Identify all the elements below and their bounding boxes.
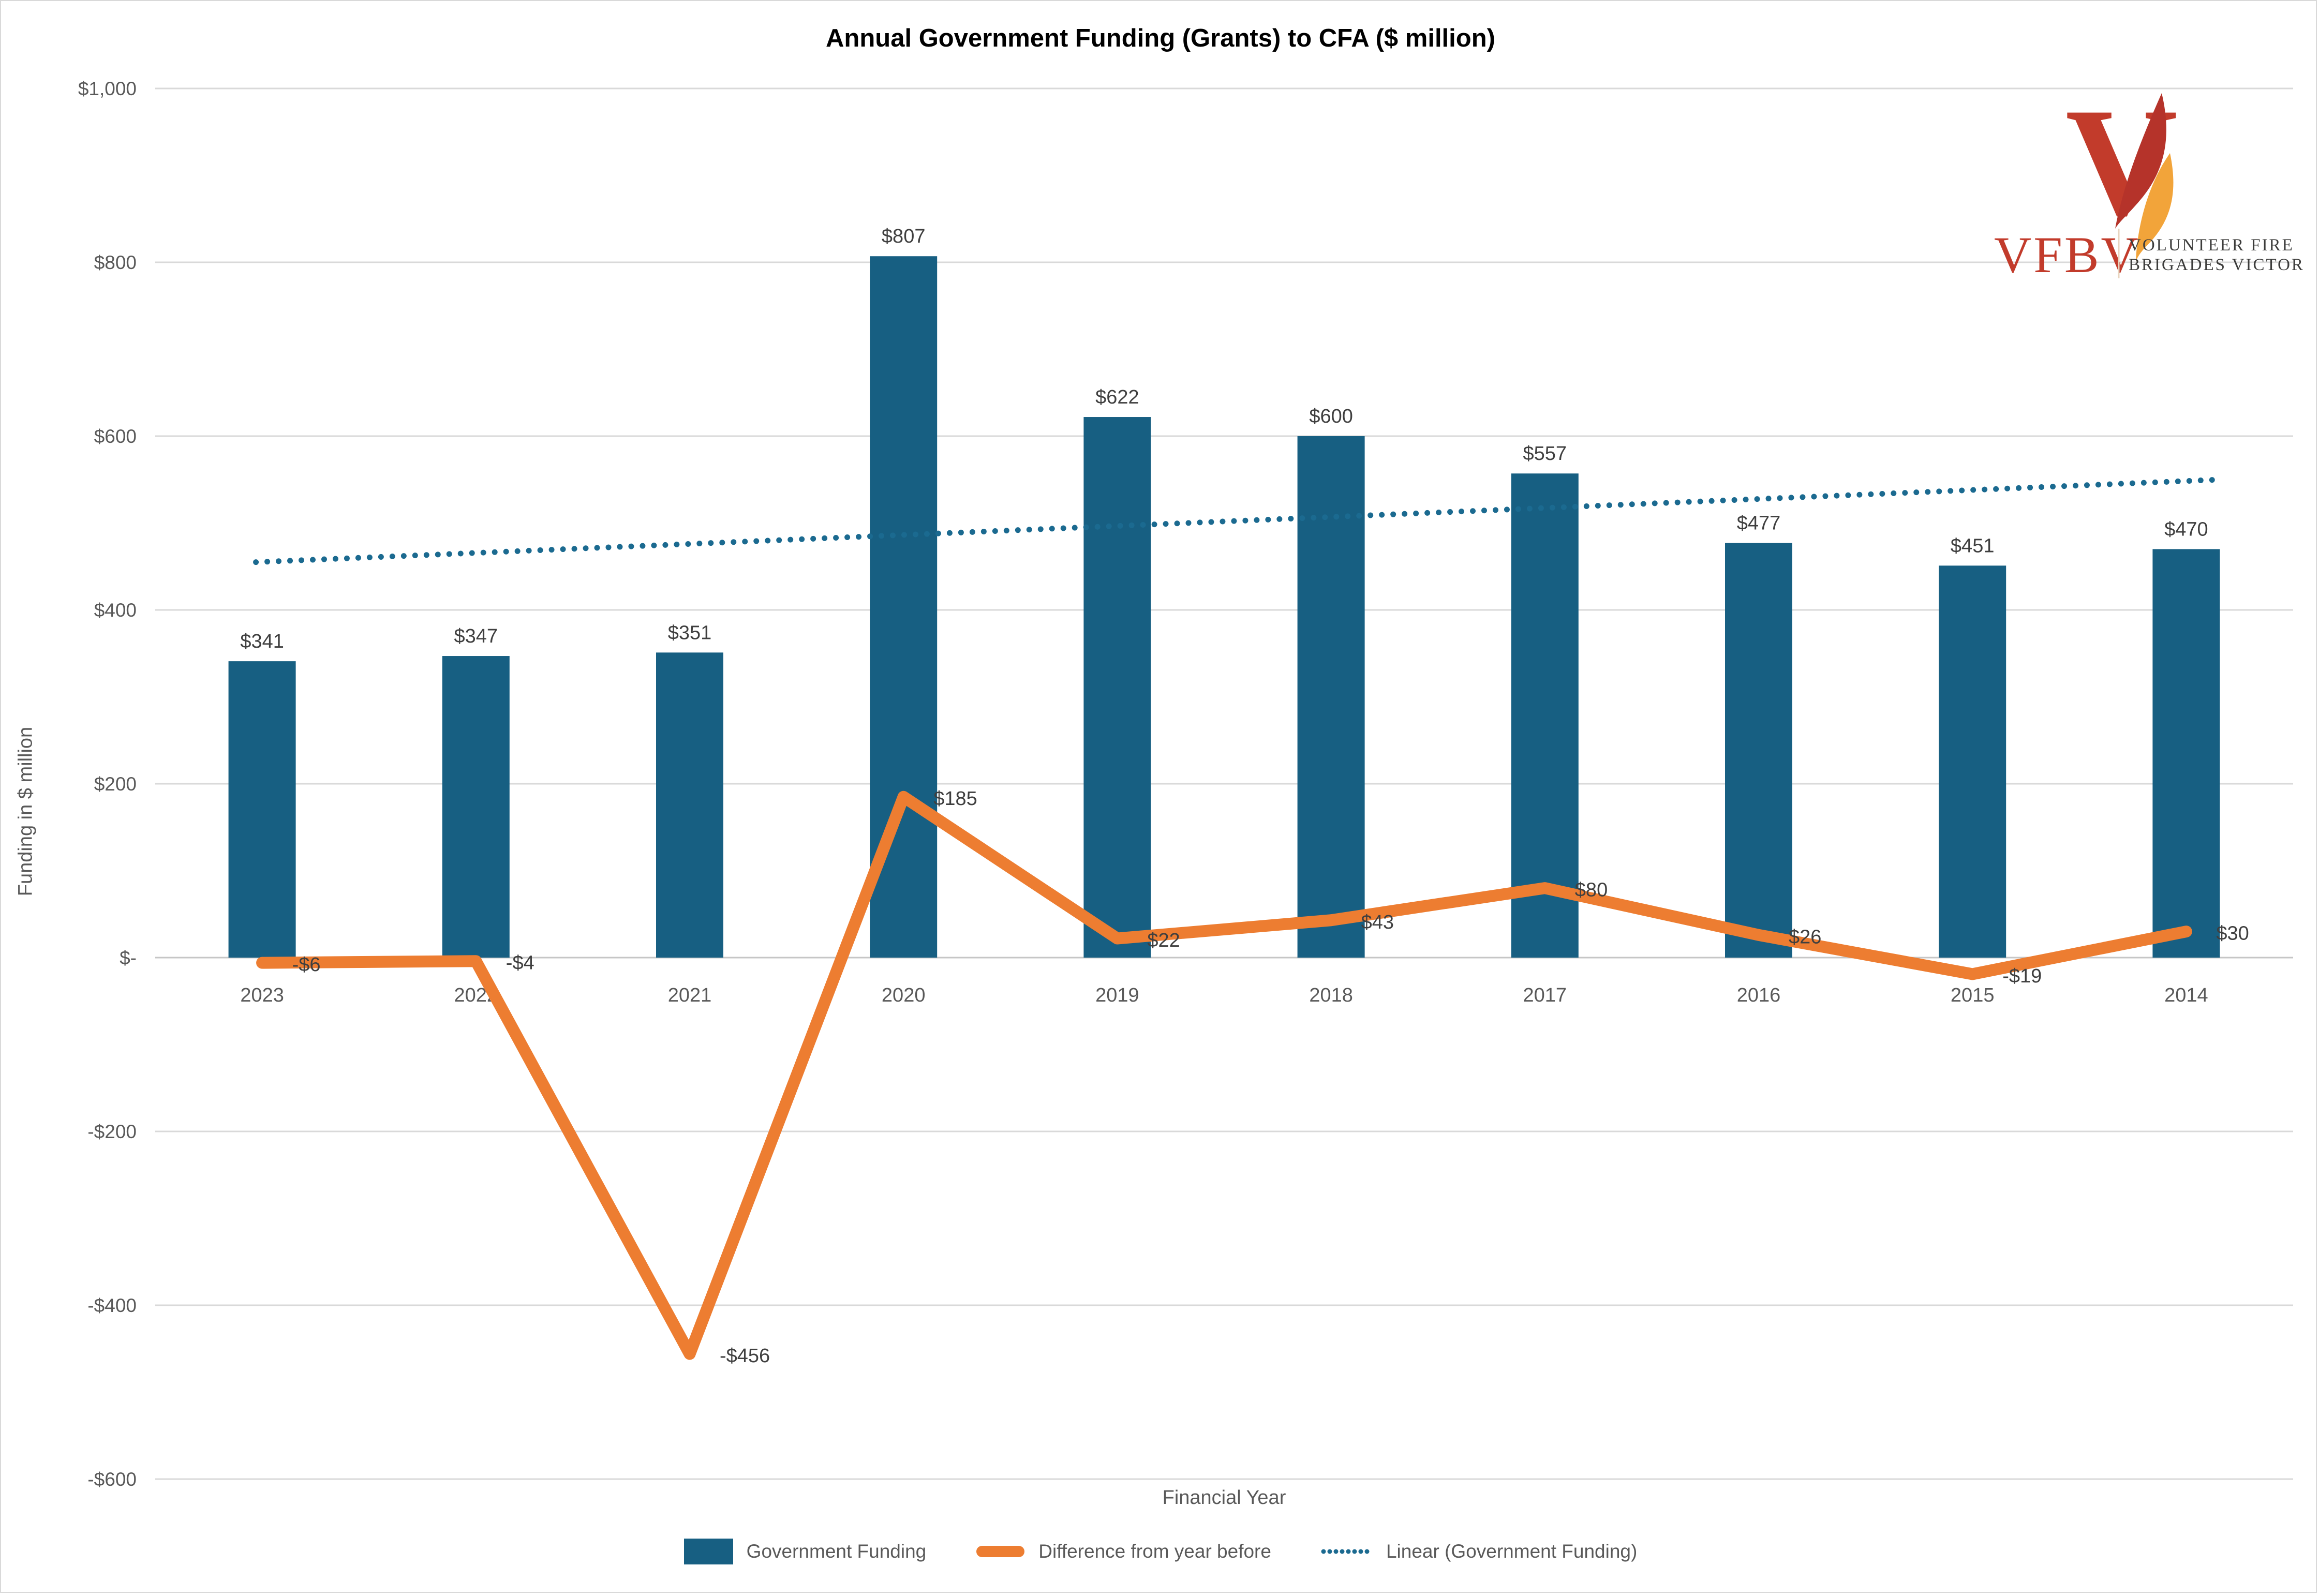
bar-data-label: $451 — [1951, 535, 1995, 557]
bar-data-label: $351 — [668, 622, 712, 644]
bar-data-label: $807 — [882, 226, 926, 247]
legend-label: Linear (Government Funding) — [1386, 1541, 1638, 1562]
difference-line[interactable] — [256, 790, 2192, 1360]
line-data-label: -$4 — [506, 952, 534, 974]
line-data-label: -$19 — [2002, 965, 2042, 987]
bar-data-label: $557 — [1523, 443, 1567, 465]
y-tick-label: -$400 — [87, 1295, 137, 1316]
line-data-label: -$456 — [720, 1345, 770, 1367]
bar-data-label: $341 — [240, 631, 284, 652]
line-data-label: -$6 — [292, 954, 321, 976]
line-data-label: $185 — [933, 788, 977, 810]
bar-2021[interactable] — [656, 652, 723, 958]
line-data-label: $22 — [1147, 930, 1180, 951]
line-swatch-icon — [976, 1546, 1025, 1557]
line-data-label: $80 — [1575, 879, 1608, 901]
dotted-swatch-icon — [1321, 1549, 1373, 1554]
bar-data-label: $477 — [1737, 513, 1781, 534]
x-tick-label: 2021 — [668, 985, 712, 1006]
y-tick-label: $200 — [94, 773, 137, 795]
legend-label: Difference from year before — [1038, 1541, 1271, 1562]
y-tick-label: $800 — [94, 252, 137, 273]
logo-flame-dark-icon — [2115, 93, 2166, 229]
bar-2015[interactable] — [1939, 565, 2006, 958]
legend-item-linear-trend[interactable]: Linear (Government Funding) — [1321, 1541, 1637, 1562]
x-tick-label: 2014 — [2164, 985, 2208, 1006]
logo-name-line2: BRIGADES VICTORIA — [2129, 256, 2305, 274]
bar-2022[interactable] — [442, 656, 510, 958]
logo-name-line1: VOLUNTEER FIRE — [2129, 236, 2294, 255]
bar-2019[interactable] — [1083, 417, 1151, 958]
vfbv-logo-graphic: V VFBV VOLUNTEER FIRE BRIGADES VICTORIA — [1994, 76, 2319, 284]
legend-item-government-funding[interactable]: Government Funding — [683, 1539, 927, 1564]
bar-data-label: $600 — [1309, 406, 1353, 427]
bar-swatch-icon — [683, 1539, 733, 1564]
bar-2014[interactable] — [2152, 549, 2220, 958]
legend: Government Funding Difference from year … — [1, 1539, 2319, 1564]
vfbv-logo: V VFBV VOLUNTEER FIRE BRIGADES VICTORIA — [1988, 76, 2319, 284]
chart-title: Annual Government Funding (Grants) to CF… — [826, 24, 1495, 52]
line-data-label: $30 — [2216, 923, 2249, 945]
legend-label: Government Funding — [746, 1541, 927, 1562]
logo-acronym: VFBV — [1994, 226, 2140, 280]
y-tick-label: -$200 — [87, 1121, 137, 1142]
y-tick-label: $400 — [94, 600, 137, 621]
x-tick-label: 2016 — [1737, 985, 1781, 1006]
y-tick-label: -$600 — [87, 1469, 137, 1490]
line-data-label: $43 — [1361, 912, 1394, 933]
bar-data-label: $470 — [2164, 518, 2208, 540]
bar-2018[interactable] — [1297, 436, 1365, 958]
trendline-linear-government-funding[interactable] — [253, 476, 2223, 565]
bar-data-label: $347 — [454, 625, 498, 647]
x-tick-label: 2023 — [240, 985, 284, 1006]
x-axis-title: Financial Year — [1162, 1487, 1286, 1509]
y-tick-label: $1,000 — [78, 78, 137, 99]
x-tick-label: 2020 — [882, 985, 926, 1006]
bar-2017[interactable] — [1511, 473, 1579, 958]
x-tick-label: 2015 — [1951, 985, 1995, 1006]
x-tick-label: 2017 — [1523, 985, 1567, 1006]
bar-2016[interactable] — [1725, 543, 1792, 958]
line-data-label: $26 — [1789, 926, 1821, 948]
legend-item-difference[interactable]: Difference from year before — [976, 1541, 1271, 1562]
y-tick-label: $600 — [94, 426, 137, 447]
x-tick-label: 2018 — [1309, 985, 1353, 1006]
bar-2023[interactable] — [228, 661, 296, 958]
x-tick-label: 2019 — [1095, 985, 1139, 1006]
bar-data-label: $622 — [1095, 386, 1139, 408]
logo-flame-orange-icon — [2136, 153, 2174, 262]
y-tick-label: $- — [120, 947, 137, 968]
